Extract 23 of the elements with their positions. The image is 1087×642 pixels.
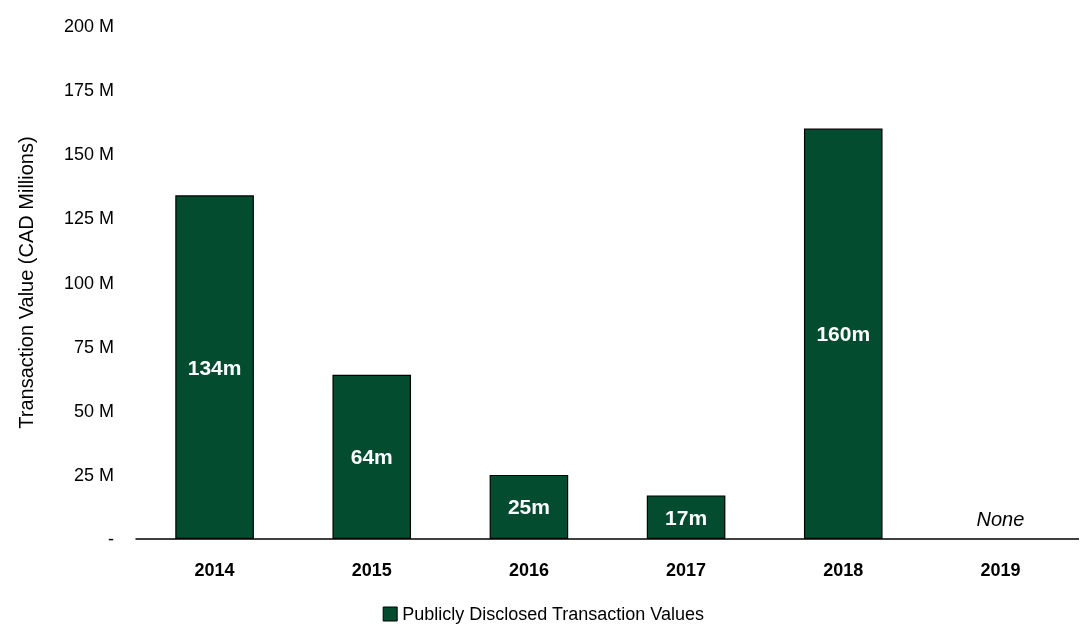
x-tick-label: 2018 <box>823 560 864 580</box>
y-tick-label: 125 M <box>63 208 114 229</box>
x-tick-label: 2014 <box>194 560 235 580</box>
y-tick-label: 25 M <box>73 464 114 485</box>
legend-label: Publicly Disclosed Transaction Values <box>402 604 704 624</box>
y-tick-label: 200 M <box>63 16 114 36</box>
data-label: 134m <box>187 355 242 379</box>
y-tick-label: 175 M <box>63 80 114 101</box>
x-tick-label: 2015 <box>351 560 392 580</box>
x-tick-label: 2016 <box>508 560 549 580</box>
data-label: 25m <box>507 495 550 519</box>
y-tick-label: 50 M <box>73 400 114 421</box>
x-tick-label: 2019 <box>980 560 1021 580</box>
data-label: None <box>976 508 1025 530</box>
y-axis-title: Transaction Value (CAD Millions) <box>15 136 37 429</box>
x-tick-label: 2017 <box>666 560 707 580</box>
y-tick-label: 150 M <box>63 144 114 165</box>
data-label: 64m <box>350 445 393 469</box>
data-label: 160m <box>816 322 871 346</box>
y-tick-label: 100 M <box>63 272 114 293</box>
data-label: 17m <box>665 505 708 529</box>
y-tick-label: - <box>108 529 114 549</box>
y-tick-label: 75 M <box>73 336 114 357</box>
